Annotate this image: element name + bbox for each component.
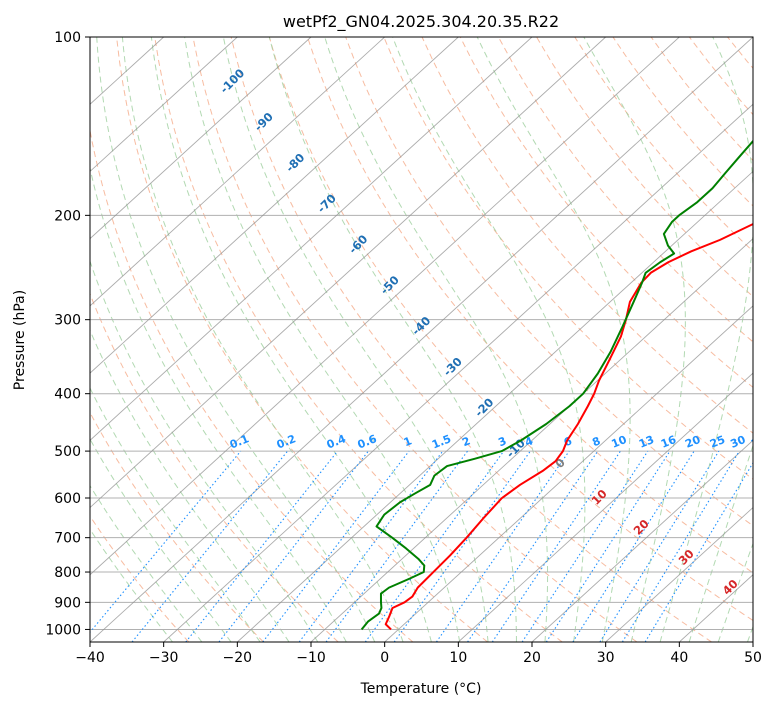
moist-adiabat: [121, 37, 404, 642]
x-tick-label: 30: [597, 650, 615, 666]
isotherm-line: [90, 37, 312, 240]
dry-adiabat: [268, 37, 753, 622]
isotherm-line: [237, 170, 753, 642]
mixing-ratio-line: [467, 450, 599, 642]
dry-adiabat: [90, 127, 414, 642]
dry-adiabat: [90, 515, 190, 642]
y-tick-label: 700: [54, 531, 81, 547]
moist-adiabat: [659, 37, 753, 642]
y-tick-label: 800: [54, 565, 81, 581]
plot-area: [90, 37, 753, 642]
mixing-ratio-line: [90, 450, 242, 634]
moist-adiabat: [96, 37, 376, 642]
mixing-ratio-line: [131, 450, 289, 642]
moist-adiabat: [90, 484, 203, 642]
mixing-ratio-line: [621, 450, 740, 642]
moist-adiabat: [90, 259, 319, 642]
y-axis-label: Pressure (hPa): [12, 290, 28, 390]
axes: −40 −30 −20 −10 0 10 20 30 40 50 100 200 300 400 500 60…: [45, 30, 762, 666]
isotherm-line: [605, 506, 753, 642]
y-tick-label: 1000: [45, 622, 81, 638]
dry-adiabat: [154, 37, 563, 642]
chart-title: wetPf2_GN04.2025.304.20.35.R22: [283, 12, 559, 32]
mixing-ratio-label: 20: [683, 433, 702, 451]
moist-adiabat: [688, 443, 753, 642]
x-tick-label: 20: [523, 650, 541, 666]
moist-adiabat: [150, 37, 432, 642]
isotherm-line: [90, 37, 753, 642]
moist-adiabat: [324, 37, 549, 642]
mixing-ratio-label: 3: [496, 434, 508, 449]
y-tick-label: 500: [54, 444, 81, 460]
mixing-ratio-line: [572, 450, 695, 642]
moist-adiabat: [90, 165, 347, 642]
x-tick-label: 40: [670, 650, 688, 666]
mixing-ratio-line: [262, 450, 410, 642]
x-tick-label: 10: [449, 650, 467, 666]
x-tick-label: −30: [149, 650, 179, 666]
x-tick-label: −20: [223, 650, 253, 666]
isotherm-line: [458, 372, 753, 642]
x-tick-label: −10: [296, 650, 326, 666]
y-tick-label: 200: [54, 208, 81, 224]
mixing-ratio-line: [644, 461, 753, 642]
isotherm-line: [531, 439, 753, 642]
dewpoint-profile: [360, 139, 753, 631]
moist-adiabat: [222, 37, 489, 642]
x-tick-label: 0: [380, 650, 389, 666]
moist-adiabat: [90, 329, 290, 642]
y-tick-label: 100: [54, 30, 81, 46]
mixing-ratio-label: 36: [749, 433, 768, 451]
profile-series: [360, 139, 753, 631]
dry-adiabat: [192, 37, 638, 642]
mixing-ratio-line: [393, 450, 531, 642]
isotherm-line: [90, 37, 459, 374]
isotherm-line: [163, 103, 753, 642]
isotherm-line: [90, 37, 385, 307]
isotherm-line: [90, 37, 533, 441]
mixing-ratio-label: 13: [637, 433, 656, 451]
y-tick-label: 900: [54, 595, 81, 611]
moist-adiabat: [184, 37, 461, 642]
plot-frame: [89, 36, 754, 643]
moist-adiabat: [476, 37, 631, 642]
mixing-ratio-line: [218, 450, 369, 642]
x-tick-label: 50: [744, 650, 762, 666]
y-tick-label: 300: [54, 313, 81, 329]
dry-adiabat: [536, 37, 753, 298]
x-tick-label: −40: [75, 650, 105, 666]
y-tick-label: 600: [54, 491, 81, 507]
mixing-ratio-label: 25: [708, 433, 727, 451]
mixing-ratio-label: 8: [590, 434, 602, 449]
x-axis-label: Temperature (°C): [360, 681, 482, 697]
mixing-ratio-label: 30: [728, 433, 747, 451]
isotherm-line: [310, 238, 753, 642]
mixing-ratio-label: 16: [659, 433, 678, 451]
dry-adiabat: [116, 37, 488, 642]
y-tick-label: 400: [54, 387, 81, 403]
moist-adiabat: [90, 386, 261, 642]
mixing-ratio-line: [185, 450, 339, 642]
mixing-ratio-label: 10: [610, 433, 629, 451]
isotherm-line: [90, 37, 680, 576]
mixing-ratio-line: [599, 450, 720, 642]
moist-adiabat: [268, 37, 517, 642]
dry-adiabat: [90, 411, 264, 642]
isotherm-line: [90, 37, 606, 509]
isotherm-line: [384, 305, 753, 642]
moist-adiabat: [90, 528, 173, 642]
mixing-ratio-line: [364, 450, 505, 642]
mixing-ratio-line: [435, 450, 570, 642]
dry-adiabat: [307, 37, 753, 574]
moist-adiabat: [717, 542, 753, 642]
temperature-profile: [384, 222, 753, 631]
moist-adiabat: [90, 438, 232, 642]
moist-adiabat: [392, 37, 586, 642]
isotherm-line: [90, 37, 238, 173]
mixing-ratio-label: 1: [402, 434, 414, 449]
moist-adiabat: [583, 37, 686, 642]
mixing-ratio-label: 2: [460, 434, 472, 449]
